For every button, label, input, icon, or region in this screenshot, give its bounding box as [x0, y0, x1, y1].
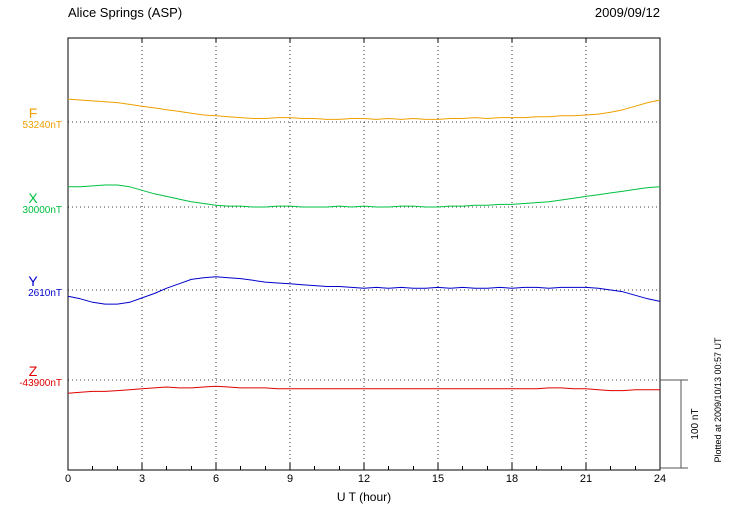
grid-lines — [68, 38, 660, 470]
axis-ticks — [67, 38, 661, 470]
x-tick-label-6: 6 — [212, 473, 220, 485]
x-axis-label: U T (hour) — [336, 490, 392, 504]
trace-Z — [67, 385, 660, 394]
channel-X: X 30000nT — [4, 191, 62, 216]
traces — [67, 98, 661, 394]
station-title: Alice Springs (ASP) — [68, 5, 183, 20]
x-tick-label-24: 24 — [653, 473, 667, 485]
channel-Y: Y 2610nT — [4, 274, 62, 299]
scale-bar — [660, 379, 688, 469]
x-tick-label-0: 0 — [64, 473, 72, 485]
x-tick-label-18: 18 — [505, 473, 519, 485]
channel-F: F 53240nT — [4, 106, 62, 131]
x-tick-label-21: 21 — [579, 473, 593, 485]
trace-X — [68, 184, 661, 208]
x-tick-label-15: 15 — [431, 473, 445, 485]
channel-letter-X: X — [28, 190, 38, 206]
observation-date: 2009/09/12 — [594, 5, 660, 20]
channel-reference-Z: -43900nT — [19, 378, 62, 389]
x-tick-label-9: 9 — [286, 473, 294, 485]
channel-Z: Z -43900nT — [4, 364, 62, 389]
channel-letter-F: F — [28, 105, 38, 121]
trace-F — [67, 98, 661, 120]
plotted-at-note: Plotted at 2009/10/13 00:57 UT — [713, 337, 723, 463]
channel-reference-Y: 2610nT — [28, 288, 62, 299]
x-tick-label-3: 3 — [138, 473, 146, 485]
trace-Y — [67, 276, 661, 305]
channel-letter-Y: Y — [28, 273, 38, 289]
channel-reference-X: 30000nT — [22, 205, 62, 216]
scalebar-label: 100 nT — [690, 408, 701, 440]
channel-letter-Z: Z — [28, 363, 38, 379]
channel-reference-F: 53240nT — [22, 120, 62, 131]
x-tick-label-12: 12 — [357, 473, 371, 485]
